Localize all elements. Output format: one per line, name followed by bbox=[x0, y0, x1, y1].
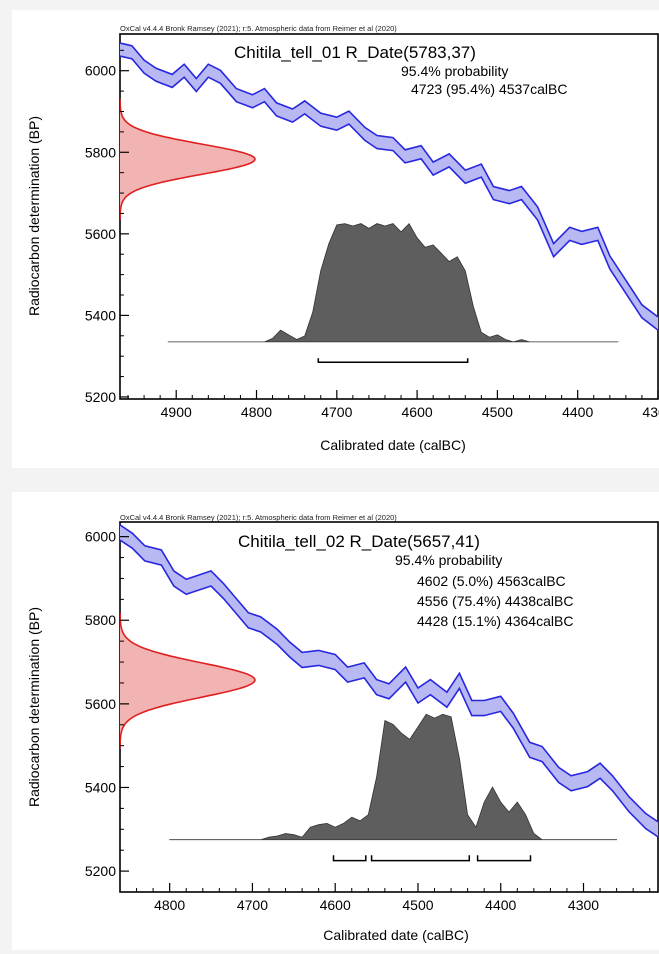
plot-title: Chitila_tell_01 R_Date(5783,37) bbox=[234, 43, 476, 62]
x-axis-label: Calibrated date (calBC) bbox=[320, 437, 466, 453]
oxcal-header: OxCal v4.4.4 Bronk Ramsey (2021); r:5. A… bbox=[120, 513, 397, 522]
axes: 4800 4700 4600 4500 4400 4300 5200 5400 5600 5800… bbox=[85, 529, 651, 913]
radiocarbon-date-distribution bbox=[120, 612, 255, 749]
y-tick-label: 5200 bbox=[85, 863, 116, 879]
calibrated-date-distribution bbox=[169, 713, 617, 841]
range-label-1: 4602 (5.0%) 4563calBC bbox=[417, 573, 566, 589]
y-tick-label: 6000 bbox=[85, 529, 116, 545]
x-tick-label: 4300 bbox=[642, 404, 659, 420]
range-bar-2 bbox=[370, 855, 471, 862]
x-tick-label: 4500 bbox=[402, 897, 433, 913]
y-axis-label: Radiocarbon determination (BP) bbox=[26, 116, 42, 316]
calibrated-date-distribution bbox=[167, 222, 619, 343]
x-tick-label: 4400 bbox=[562, 404, 593, 420]
x-tick-label: 4400 bbox=[485, 897, 516, 913]
probability-heading: 95.4% probability bbox=[395, 552, 502, 568]
radiocarbon-date-outline bbox=[120, 98, 256, 220]
x-tick-label: 4700 bbox=[321, 404, 352, 420]
range-bar-1 bbox=[332, 855, 367, 862]
calibration-curve-upper bbox=[120, 42, 658, 318]
x-tick-label: 4300 bbox=[568, 897, 599, 913]
x-tick-label: 4500 bbox=[482, 404, 513, 420]
radiocarbon-date-distribution bbox=[120, 98, 255, 220]
calibration-plot-1-svg: OxCal v4.4.4 Bronk Ramsey (2021); r:5. A… bbox=[26, 24, 659, 453]
range-label-3: 4428 (15.1%) 4364calBC bbox=[417, 613, 573, 629]
range-label-1: 4723 (95.4%) 4537calBC bbox=[411, 81, 567, 97]
y-tick-label: 5600 bbox=[85, 696, 116, 712]
x-tick-label: 4900 bbox=[161, 404, 192, 420]
oxcal-header: OxCal v4.4.4 Bronk Ramsey (2021); r:5. A… bbox=[120, 24, 397, 33]
probability-heading: 95.4% probability bbox=[401, 63, 508, 79]
x-tick-label: 4600 bbox=[320, 897, 351, 913]
x-axis-label: Calibrated date (calBC) bbox=[323, 927, 469, 943]
y-tick-label: 6000 bbox=[85, 63, 116, 79]
y-tick-label: 5800 bbox=[85, 612, 116, 628]
calibration-curve-upper bbox=[120, 524, 658, 823]
calibration-plot-2: OxCal v4.4.4 Bronk Ramsey (2021); r:5. A… bbox=[12, 492, 659, 950]
axes: 4900 4800 4700 4600 4500 4400 4300 5200 5400 5600… bbox=[85, 49, 659, 420]
y-tick-label: 5600 bbox=[85, 226, 116, 242]
x-tick-label: 4700 bbox=[237, 897, 268, 913]
x-tick-label: 4800 bbox=[154, 897, 185, 913]
y-tick-label: 5200 bbox=[85, 389, 116, 405]
calibration-plot-2-svg: OxCal v4.4.4 Bronk Ramsey (2021); r:5. A… bbox=[26, 513, 659, 943]
y-axis-label: Radiocarbon determination (BP) bbox=[26, 607, 42, 807]
plot-title: Chitila_tell_02 R_Date(5657,41) bbox=[238, 532, 480, 551]
plot-area bbox=[120, 42, 658, 364]
plot-area bbox=[120, 524, 658, 862]
y-tick-label: 5800 bbox=[85, 144, 116, 160]
radiocarbon-date-outline bbox=[120, 612, 256, 749]
y-tick-label: 5400 bbox=[85, 307, 116, 323]
x-tick-label: 4600 bbox=[402, 404, 433, 420]
plot-frame bbox=[119, 33, 659, 400]
y-tick-label: 5400 bbox=[85, 779, 116, 795]
x-tick-label: 4800 bbox=[241, 404, 272, 420]
calibration-plot-1: OxCal v4.4.4 Bronk Ramsey (2021); r:5. A… bbox=[12, 10, 659, 468]
range-label-2: 4556 (75.4%) 4438calBC bbox=[417, 593, 573, 609]
range-bar-1 bbox=[317, 358, 469, 364]
range-bar-3 bbox=[476, 855, 532, 862]
calibration-curve-lower bbox=[120, 539, 658, 838]
calibration-curve-lower bbox=[120, 55, 658, 331]
